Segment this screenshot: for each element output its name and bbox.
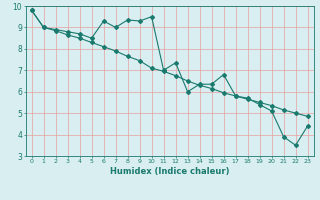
X-axis label: Humidex (Indice chaleur): Humidex (Indice chaleur) xyxy=(110,167,229,176)
